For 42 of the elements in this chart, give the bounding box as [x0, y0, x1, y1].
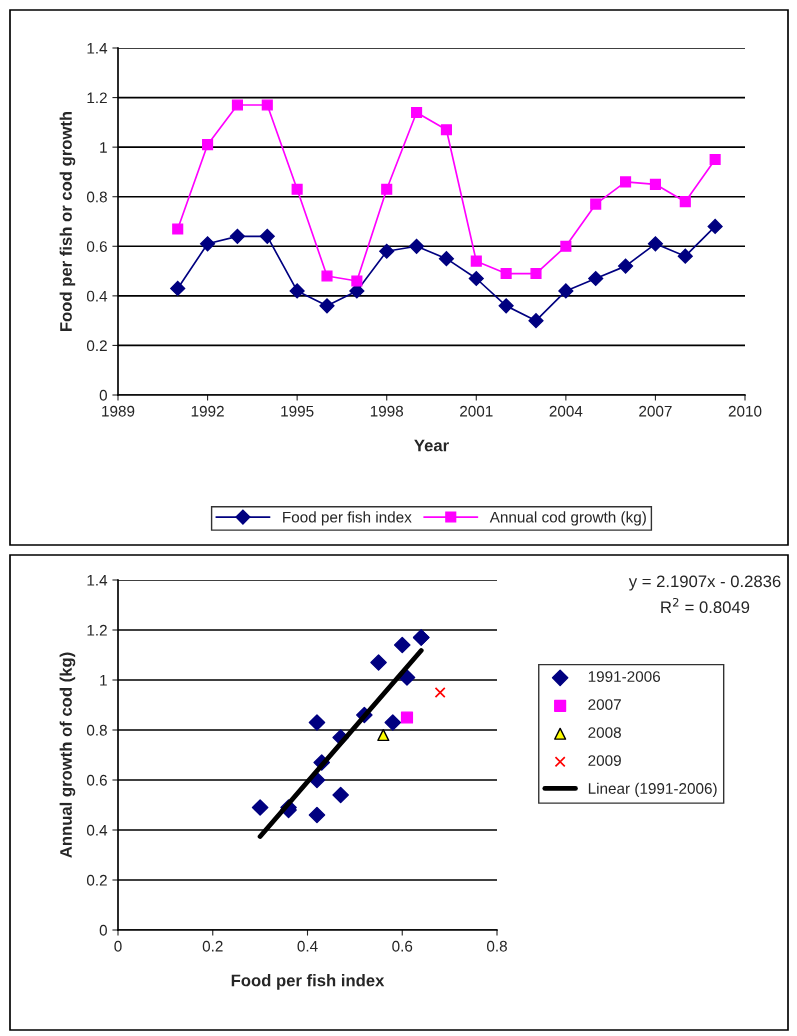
- y-axis-title: Annual growth of cod (kg): [59, 652, 76, 858]
- x-tick-label: 0.8: [486, 940, 507, 952]
- y-tick-label: 0.6: [86, 774, 107, 786]
- legend-label: Annual cod growth (kg): [489, 511, 646, 526]
- x-tick-label: 2010: [728, 405, 762, 417]
- legend-label: Food per fish index: [283, 511, 412, 526]
- y-tick-label: 0: [99, 924, 107, 936]
- y-tick-label: 0.2: [86, 340, 107, 352]
- x-tick-label: 1998: [370, 405, 404, 417]
- y-tick-label: 1.4: [87, 43, 108, 54]
- x-tick-label: 0.6: [392, 940, 413, 952]
- x-tick-label: 1989: [102, 405, 135, 417]
- x-tick-label: 0: [114, 940, 122, 952]
- x-tick-label: 2001: [460, 405, 493, 417]
- x-tick-label: 2007: [639, 405, 672, 417]
- y-tick-label: 0: [99, 389, 107, 401]
- legend-label: 2008: [588, 727, 621, 738]
- x-axis-title: Year: [414, 439, 449, 452]
- x-tick-label: 0.4: [297, 940, 318, 952]
- y-tick-label: 0.2: [86, 874, 107, 886]
- y-tick-label: 1.4: [87, 575, 108, 586]
- legend-label: 2009: [588, 755, 621, 766]
- x-tick-label: 1992: [191, 405, 224, 417]
- y-tick-label: 0.8: [86, 724, 107, 736]
- text: y = 2.1907x - 0.2836: [628, 575, 781, 591]
- y-tick-label: 0.6: [86, 241, 107, 252]
- y-tick-label: 0.4: [86, 290, 108, 302]
- legend-label: 1991-2006: [588, 671, 661, 682]
- y-tick-label: 1.2: [87, 624, 107, 636]
- y-axis-title: Food per fish or cod growth: [59, 111, 76, 332]
- text: R$^{2}$ = 0.8049: [661, 597, 750, 614]
- y-tick-label: 1: [100, 675, 107, 686]
- y-tick-label: 0.8: [86, 191, 107, 203]
- y-tick-label: 1.2: [87, 92, 107, 104]
- x-axis-title: Food per fish index: [231, 974, 385, 990]
- legend-label: 2007: [588, 699, 621, 710]
- x-tick-label: 2004: [549, 405, 583, 417]
- x-tick-label: 1995: [281, 405, 314, 417]
- legend-label: Linear (1991-2006): [588, 782, 717, 797]
- y-tick-label: 1: [100, 142, 107, 153]
- x-tick-label: 0.2: [202, 940, 223, 952]
- y-tick-label: 0.4: [86, 824, 108, 836]
